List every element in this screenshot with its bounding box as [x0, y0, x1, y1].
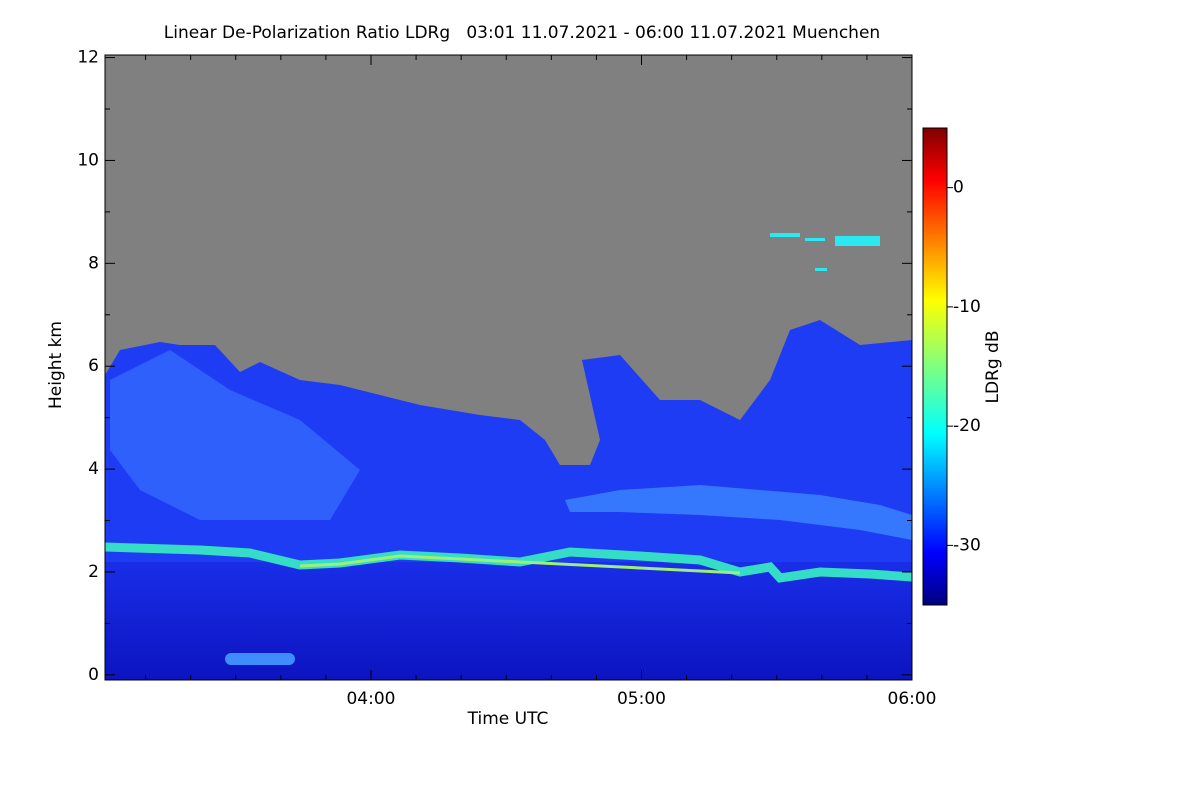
colorbar-label: LDRg dB: [983, 330, 1003, 403]
chart-title: Linear De-Polarization Ratio LDRg 03:01 …: [164, 23, 880, 43]
light-plume: [110, 350, 360, 520]
upper-band: [565, 485, 912, 540]
y-tick-label: 12: [77, 48, 99, 68]
colorbar-tick-label: -10: [953, 297, 981, 317]
bright-layer: [104, 542, 913, 583]
y-tick-label: 4: [88, 459, 99, 479]
surface-echo: [225, 653, 295, 665]
y-tick-label: 10: [77, 150, 99, 170]
y-tick-label: 6: [88, 356, 99, 376]
y-axis-label: Height km: [46, 321, 66, 409]
colorbar-tick-label: 0: [953, 178, 964, 198]
colorbar-tick-label: -30: [953, 535, 981, 555]
colorbar: [922, 127, 948, 606]
bright-layer-core: [299, 554, 741, 575]
upper-speckles: [770, 233, 880, 271]
y-tick-label: 2: [88, 562, 99, 582]
y-tick-label: 8: [88, 253, 99, 273]
x-tick-label: 06:00: [888, 689, 937, 709]
heatmap-field: [104, 55, 913, 680]
y-tick-label: 0: [88, 665, 99, 685]
x-axis-label: Time UTC: [467, 709, 549, 729]
colorbar-tick-label: -20: [953, 416, 981, 436]
plot-frame: [104, 54, 913, 681]
x-tick-label: 05:00: [617, 689, 666, 709]
x-tick-label: 04:00: [346, 689, 395, 709]
